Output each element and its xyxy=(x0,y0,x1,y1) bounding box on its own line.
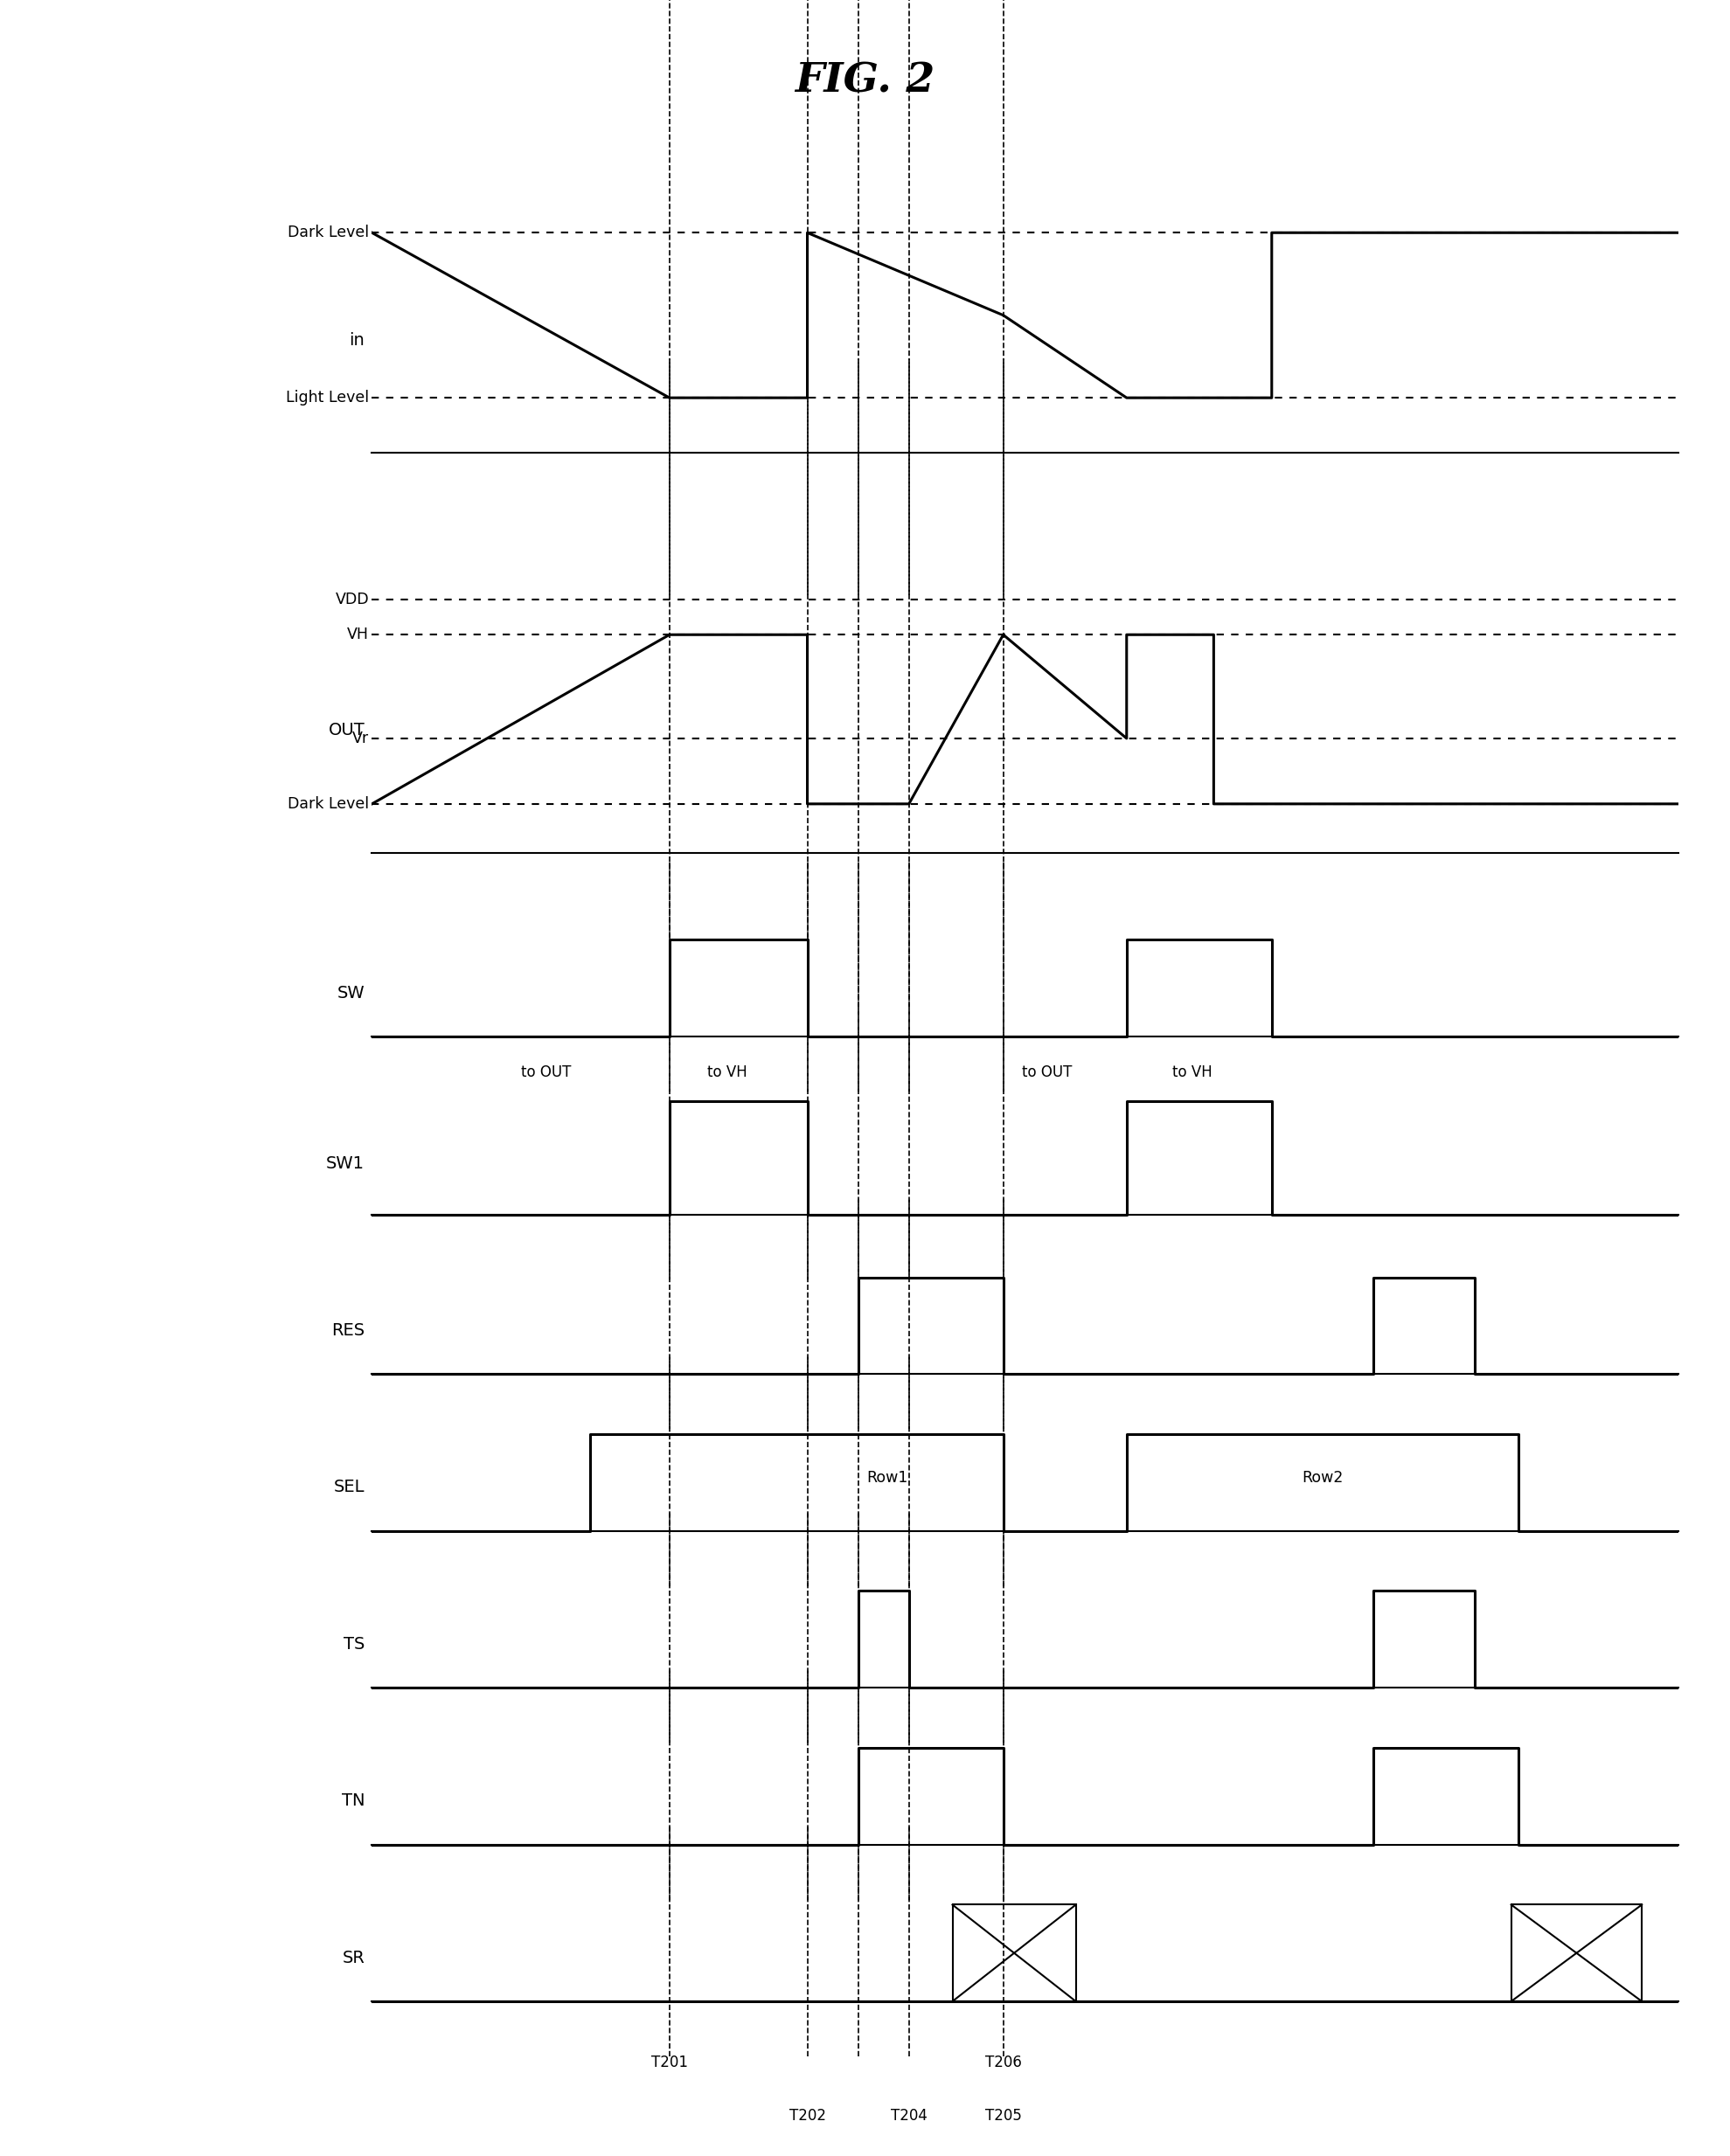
Text: RES: RES xyxy=(332,1322,365,1339)
Bar xyxy=(953,1904,1076,2001)
Text: Row1: Row1 xyxy=(867,1470,908,1485)
Text: to OUT: to OUT xyxy=(521,1065,571,1080)
Text: SR: SR xyxy=(343,1949,365,1966)
Text: to OUT: to OUT xyxy=(1022,1065,1073,1080)
Text: TN: TN xyxy=(341,1792,365,1809)
Text: T206: T206 xyxy=(984,2055,1021,2070)
Text: VH: VH xyxy=(348,627,368,642)
Text: TS: TS xyxy=(343,1636,365,1651)
Text: Row2: Row2 xyxy=(1303,1470,1342,1485)
Text: to VH: to VH xyxy=(1171,1065,1213,1080)
Text: SW: SW xyxy=(337,985,365,1000)
Text: Vr: Vr xyxy=(353,731,368,746)
Text: SEL: SEL xyxy=(334,1479,365,1496)
Text: T204: T204 xyxy=(891,2109,927,2124)
Text: FIG. 2: FIG. 2 xyxy=(796,60,934,101)
Text: VDD: VDD xyxy=(336,591,368,608)
Text: SW1: SW1 xyxy=(327,1156,365,1171)
Text: in: in xyxy=(349,332,365,349)
Text: T205: T205 xyxy=(984,2109,1021,2124)
Text: OUT: OUT xyxy=(329,722,365,740)
Bar xyxy=(1512,1904,1642,2001)
Text: Light Level: Light Level xyxy=(285,390,368,405)
Text: to VH: to VH xyxy=(708,1065,747,1080)
Text: Dark Level: Dark Level xyxy=(287,796,368,813)
Text: Dark Level: Dark Level xyxy=(287,224,368,241)
Text: T201: T201 xyxy=(650,2055,689,2070)
Text: T202: T202 xyxy=(789,2109,825,2124)
